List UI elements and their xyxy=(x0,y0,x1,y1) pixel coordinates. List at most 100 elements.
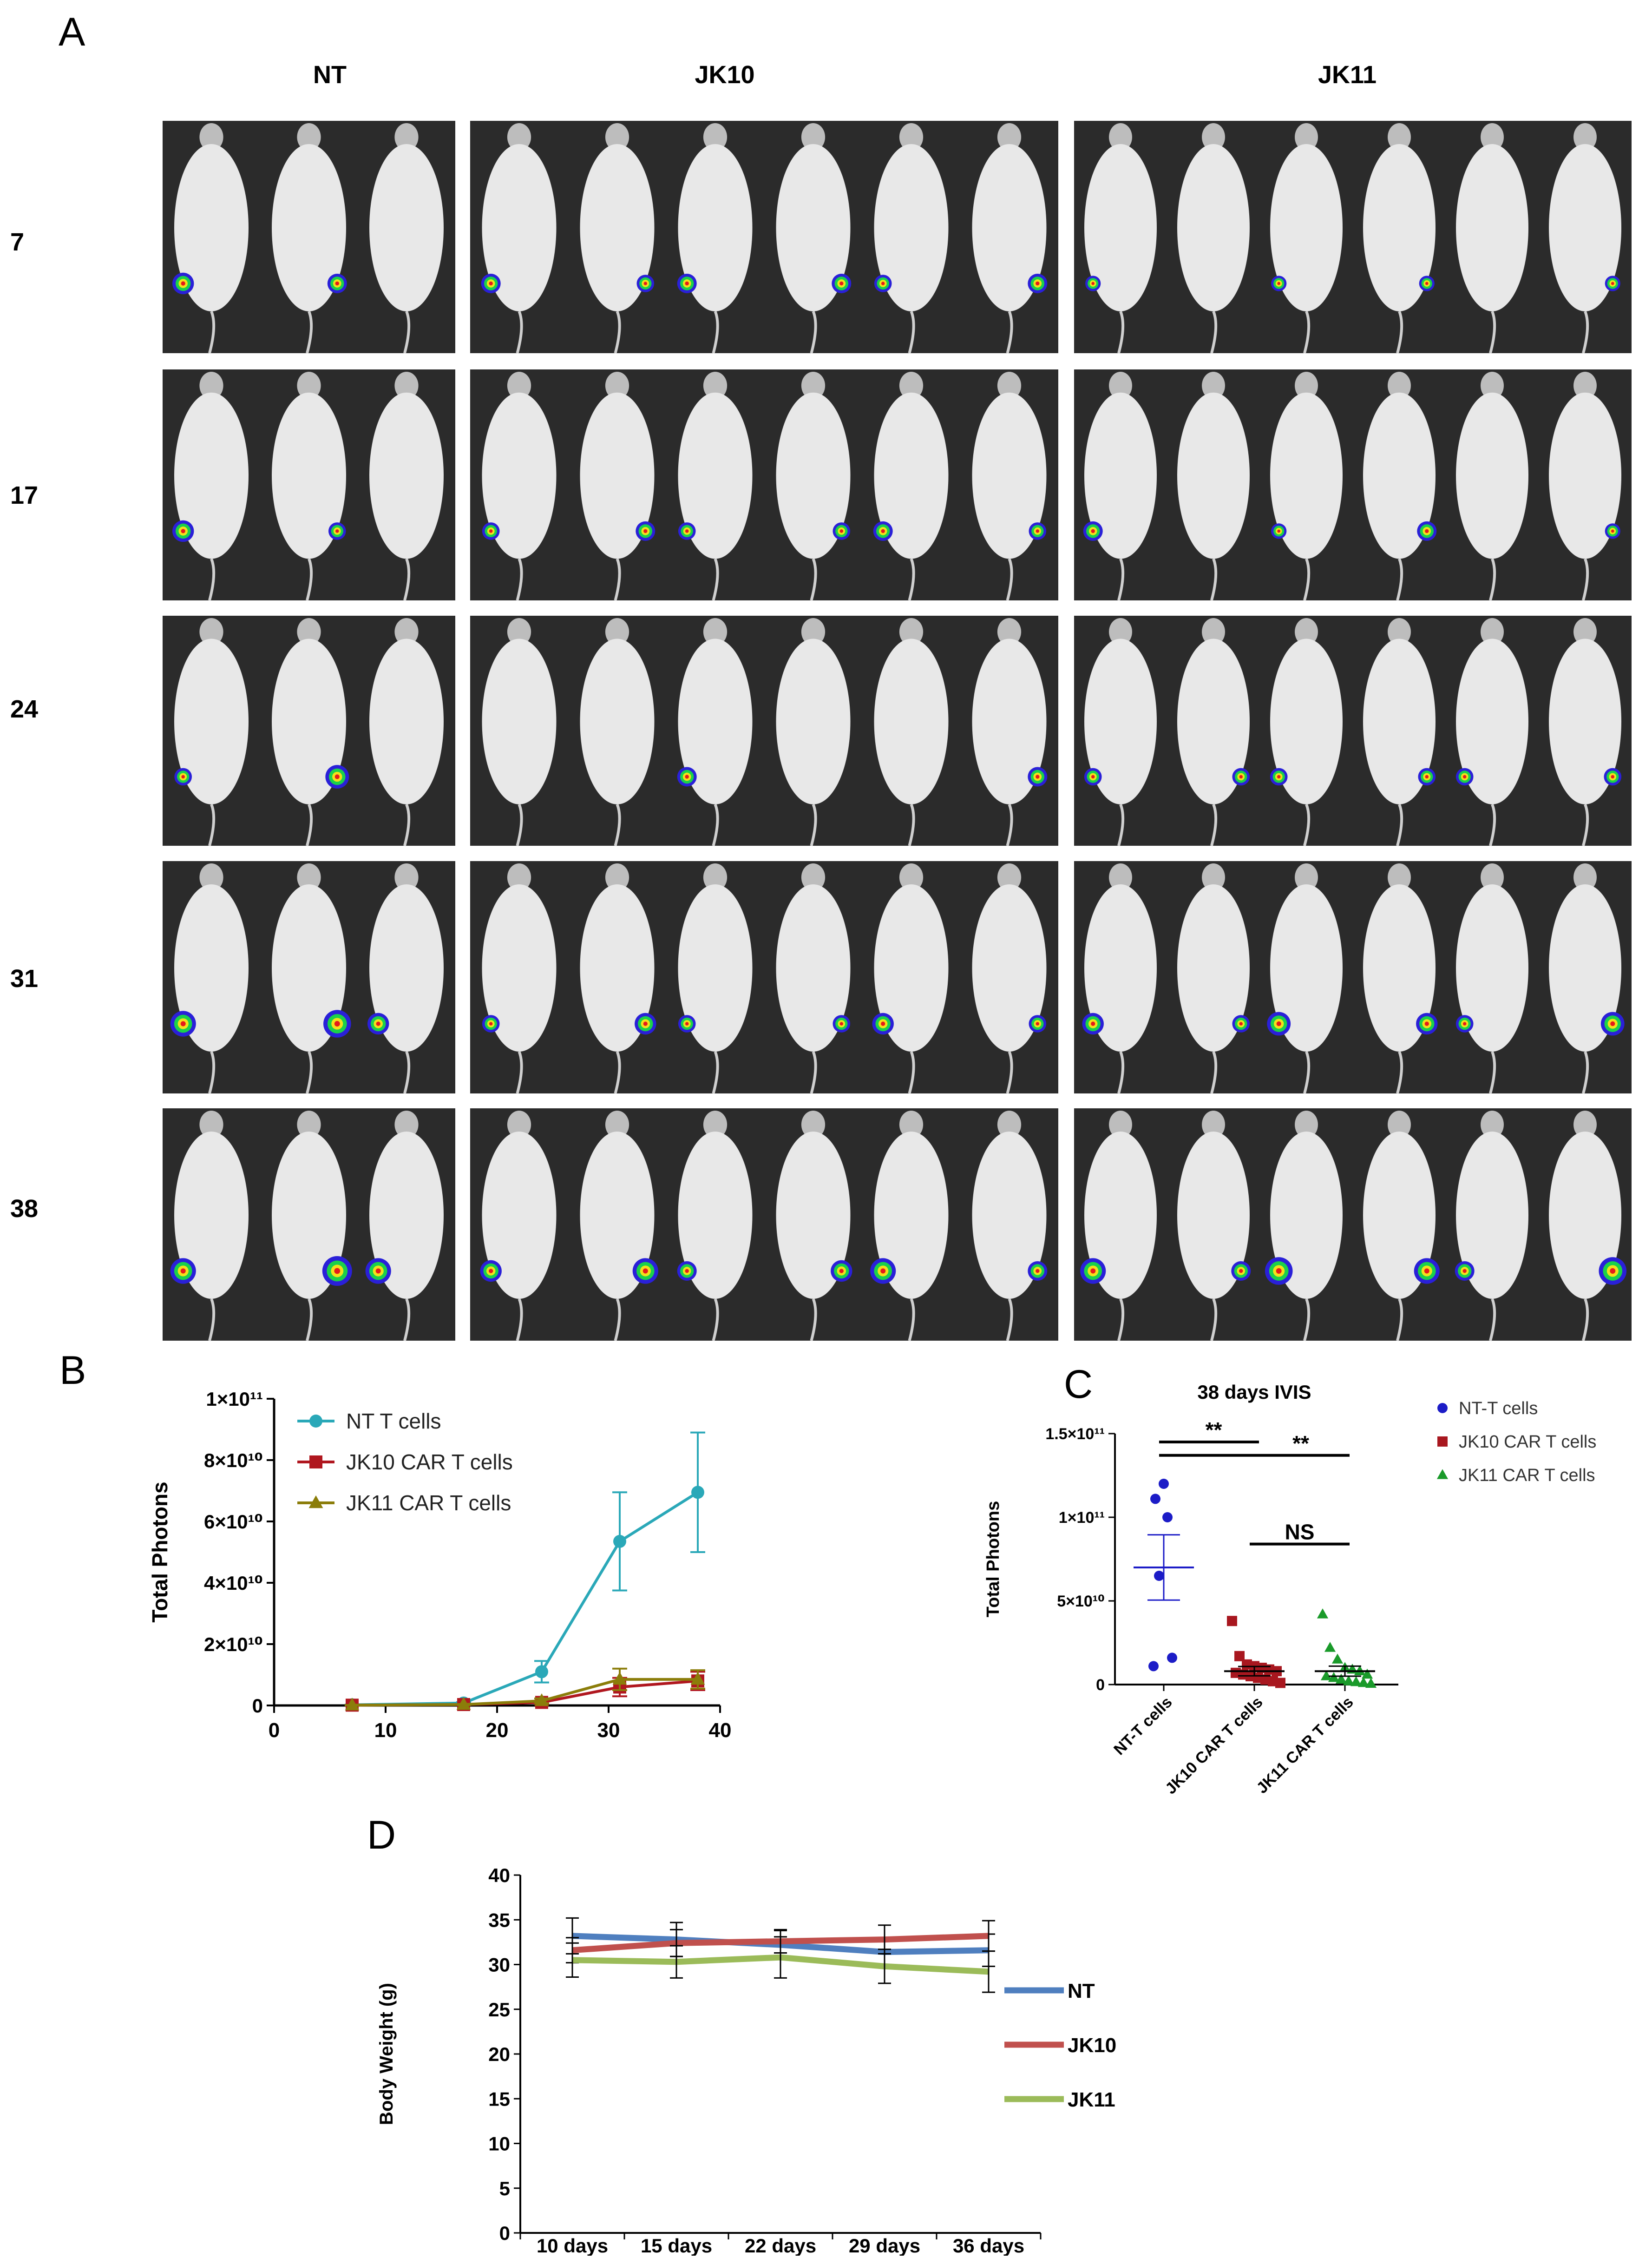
bioluminescence-spot xyxy=(874,275,892,292)
signal-core-red xyxy=(1036,1022,1040,1026)
bioluminescence-spot xyxy=(1418,768,1436,786)
signal-core-red xyxy=(1091,282,1095,285)
mouse-body xyxy=(874,392,949,559)
mouse-body xyxy=(482,884,557,1052)
bioluminescence-spot xyxy=(1271,523,1287,539)
y-tick-label: 1.5×10¹¹ xyxy=(1045,1425,1105,1443)
signal-core-red xyxy=(880,1268,886,1274)
mouse-body xyxy=(678,884,753,1052)
data-point xyxy=(1320,1670,1332,1680)
mouse-tail xyxy=(208,1051,216,1094)
mouse-tail xyxy=(1117,803,1125,846)
mouse-body xyxy=(874,639,949,804)
mouse-body xyxy=(1456,144,1528,311)
mouse-head xyxy=(1202,1111,1225,1139)
mouse-tail xyxy=(712,558,719,601)
y-tick-label: 10 xyxy=(488,2133,510,2155)
x-tick-label: 0 xyxy=(269,1719,280,1738)
mouse-body xyxy=(874,144,949,311)
mouse-tail xyxy=(1396,310,1403,354)
signal-core-red xyxy=(335,281,339,286)
mouse-tail xyxy=(712,310,719,354)
y-tick-label: 4×10¹⁰ xyxy=(204,1572,263,1594)
mouse-tail xyxy=(908,803,915,846)
bioluminescence-spot xyxy=(1084,768,1102,786)
bioluminescence-spot xyxy=(1419,276,1435,291)
bioluminescence-spot xyxy=(328,522,346,540)
mouse-head xyxy=(801,1111,826,1139)
x-tick-label: JK10 CAR T cells xyxy=(1162,1693,1266,1798)
mouse-tail xyxy=(306,803,313,846)
mouse-tail xyxy=(1006,558,1013,601)
mouse-tail xyxy=(1117,310,1125,354)
mouse-tail xyxy=(1303,1051,1311,1094)
signal-core-red xyxy=(335,529,339,533)
mouse-head xyxy=(801,618,826,646)
mouse-head xyxy=(899,371,924,400)
signal-core-red xyxy=(685,775,689,779)
bioluminescence-spot xyxy=(872,1013,894,1035)
signal-core-red xyxy=(181,281,185,286)
row-header-day-38: 38 xyxy=(10,1195,39,1223)
group-0 xyxy=(1134,1479,1194,1672)
mouse-body xyxy=(1177,884,1250,1052)
mouse-tail xyxy=(614,310,621,354)
mouse-body xyxy=(1549,144,1621,311)
imaging-svg xyxy=(163,121,1632,1341)
mouse-tail xyxy=(403,803,411,846)
signal-core-red xyxy=(839,281,844,286)
bioluminescence-spot xyxy=(1083,521,1103,541)
mouse-body xyxy=(972,392,1047,559)
y-axis-label: Total Photons xyxy=(148,1481,172,1622)
data-point xyxy=(1150,1494,1160,1504)
bioluminescence-spot xyxy=(677,274,697,293)
mouse-tail xyxy=(908,1298,915,1341)
data-point xyxy=(1159,1479,1169,1489)
data-point xyxy=(535,1665,548,1679)
bioluminescence-spot xyxy=(833,1015,851,1033)
signal-core-red xyxy=(643,282,648,285)
mouse-head xyxy=(1388,123,1411,151)
mouse-body xyxy=(174,1132,249,1299)
data-point xyxy=(1317,1608,1329,1619)
mouse-tail xyxy=(1489,558,1496,601)
bioluminescence-spot xyxy=(677,1261,697,1281)
mouse-body xyxy=(1084,1132,1157,1299)
signal-core-red xyxy=(1424,1268,1429,1274)
bioluminescence-spot xyxy=(1085,276,1101,291)
mouse-tail xyxy=(516,310,523,354)
bioluminescence-spot xyxy=(870,1258,896,1284)
mouse-head xyxy=(1295,123,1318,151)
mouse-tail xyxy=(1396,558,1403,601)
mouse-head xyxy=(1295,1111,1318,1139)
mouse-body xyxy=(972,639,1047,804)
mouse-head xyxy=(507,371,531,400)
mouse-head xyxy=(297,863,321,891)
mouse-tail xyxy=(208,1298,216,1341)
group-1 xyxy=(1224,1616,1285,1688)
panel-letter-b: B xyxy=(59,1348,86,1393)
signal-core-red xyxy=(685,1269,689,1273)
mouse-body xyxy=(174,639,249,804)
signal-core-red xyxy=(489,529,493,533)
x-tick-label: 15 days xyxy=(641,2235,712,2256)
signal-core-red xyxy=(489,1022,493,1026)
mouse-tail xyxy=(712,1051,719,1094)
mouse-body xyxy=(1270,144,1343,311)
mouse-tail xyxy=(1489,1051,1496,1094)
signal-core-red xyxy=(685,281,689,286)
signal-core-red xyxy=(1036,281,1040,286)
mouse-body xyxy=(174,884,249,1052)
significance-label: NS xyxy=(1285,1520,1315,1544)
signal-core-red xyxy=(1425,775,1429,779)
mouse-tail xyxy=(810,1298,817,1341)
signal-core-red xyxy=(334,774,340,779)
signal-core-red xyxy=(839,1022,844,1026)
signal-core-red xyxy=(181,775,185,779)
significance-label: ** xyxy=(1292,1431,1309,1455)
mouse-head xyxy=(1109,1111,1132,1139)
mouse-head xyxy=(507,618,531,646)
signal-core-red xyxy=(1239,1022,1243,1026)
bioluminescence-spot xyxy=(1417,521,1437,541)
mouse-body xyxy=(1177,1132,1250,1299)
